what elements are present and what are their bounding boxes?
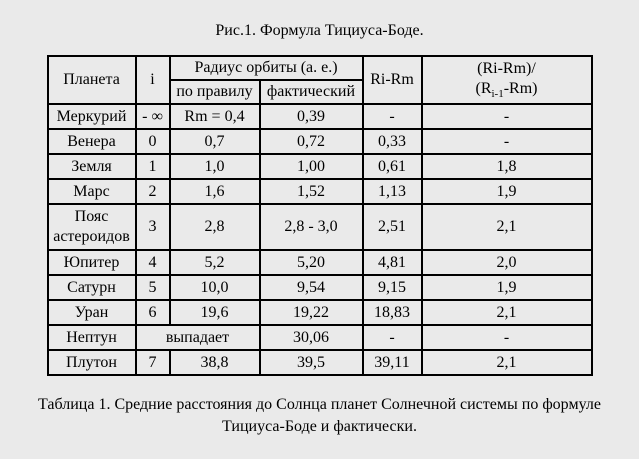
- cell-ratio: -: [420, 324, 593, 351]
- figure-title: Рис.1. Формула Тициуса-Боде.: [215, 22, 424, 39]
- cell-ratio: -: [420, 103, 593, 130]
- cell-radius-actual: 0,39: [258, 103, 364, 130]
- cell-radius-rule: 38,8: [168, 349, 261, 376]
- cell-radius-actual: 39,5: [258, 349, 364, 376]
- cell-planet: Пояс астероидов: [46, 203, 137, 251]
- cell-ratio: 2,1: [420, 299, 593, 326]
- cell-planet: Марс: [46, 178, 137, 205]
- col-header-ri-rm: Ri-Rm: [361, 55, 423, 105]
- cell-radius-actual: 1,52: [258, 178, 364, 205]
- col-header-i: i: [134, 55, 171, 105]
- ratio-subscript: i-1: [491, 87, 504, 100]
- cell-radius-actual: 2,8 - 3,0: [258, 203, 364, 251]
- cell-ratio: 1,9: [420, 274, 593, 301]
- cell-ratio: 2,1: [420, 203, 593, 251]
- cell-ri-rm: -: [361, 324, 423, 351]
- cell-radius-rule: 1,0: [168, 153, 261, 180]
- cell-i: 1: [134, 153, 171, 180]
- cell-planet: Меркурий: [46, 103, 137, 130]
- cell-i: 4: [134, 249, 171, 276]
- cell-ratio: -: [420, 128, 593, 155]
- ratio-line1: (Ri-Rm)/: [477, 59, 536, 77]
- cell-ri-rm: 0,33: [361, 128, 423, 155]
- table-row-pluto: Плутон 7 38,8 39,5 39,11 2,1: [46, 349, 593, 376]
- cell-dropout: выпадает: [134, 324, 261, 351]
- col-header-by-rule: по правилу: [168, 79, 261, 105]
- cell-radius-rule: 1,6: [168, 178, 261, 205]
- cell-radius-rule: 0,7: [168, 128, 261, 155]
- table-row-uranus: Уран 6 19,6 19,22 18,83 2,1: [46, 299, 593, 326]
- cell-radius-actual: 0,72: [258, 128, 364, 155]
- table-row-neptune: Нептун выпадает 30,06 - -: [46, 324, 593, 351]
- header-row-2: по правилу фактический: [48, 79, 592, 105]
- cell-planet: Сатурн: [46, 274, 137, 301]
- table-caption: Таблица 1. Средние расстояния до Солнца …: [38, 396, 601, 435]
- cell-planet: Земля: [46, 153, 137, 180]
- cell-radius-rule: 2,8: [168, 203, 261, 251]
- cell-radius-actual: 19,22: [258, 299, 364, 326]
- cell-radius-actual: 5,20: [258, 249, 364, 276]
- cell-radius-rule: Rm = 0,4: [168, 103, 261, 130]
- cell-ri-rm: -: [361, 103, 423, 130]
- cell-i: 0: [134, 128, 171, 155]
- cell-radius-actual: 30,06: [258, 324, 364, 351]
- cell-i: 2: [134, 178, 171, 205]
- cell-ri-rm: 9,15: [361, 274, 423, 301]
- cell-ri-rm: 1,13: [361, 178, 423, 205]
- cell-i: 3: [134, 203, 171, 251]
- cell-planet: Юпитер: [46, 249, 137, 276]
- table-row-mercury: Меркурий - ∞ Rm = 0,4 0,39 - -: [46, 103, 593, 130]
- ratio-line2-pre: (R: [475, 79, 492, 97]
- cell-ri-rm: 39,11: [361, 349, 423, 376]
- table-row-earth: Земля 1 1,0 1,00 0,61 1,8: [46, 153, 593, 180]
- ratio-line2-post: -Rm): [503, 79, 538, 97]
- cell-ri-rm: 18,83: [361, 299, 423, 326]
- col-header-planet: Планета: [46, 55, 137, 105]
- cell-planet: Венера: [46, 128, 137, 155]
- cell-radius-rule: 10,0: [168, 274, 261, 301]
- cell-ratio: 2,0: [420, 249, 593, 276]
- cell-ri-rm: 4,81: [361, 249, 423, 276]
- cell-planet: Уран: [46, 299, 137, 326]
- cell-radius-actual: 1,00: [258, 153, 364, 180]
- col-header-actual: фактический: [258, 79, 364, 105]
- table-row-venus: Венера 0 0,7 0,72 0,33 -: [46, 128, 593, 155]
- cell-ratio: 2,1: [420, 349, 593, 376]
- titius-bode-table: Планета i Радиус орбиты (а. е.) Ri-Rm (R…: [46, 55, 593, 376]
- cell-ratio: 1,9: [420, 178, 593, 205]
- cell-i: 5: [134, 274, 171, 301]
- table-row-asteroid-belt: Пояс астероидов 3 2,8 2,8 - 3,0 2,51 2,1: [46, 203, 593, 251]
- cell-planet: Плутон: [46, 349, 137, 376]
- table-row-jupiter: Юпитер 4 5,2 5,20 4,81 2,0: [46, 249, 593, 276]
- table-row-saturn: Сатурн 5 10,0 9,54 9,15 1,9: [46, 274, 593, 301]
- cell-ratio: 1,8: [420, 153, 593, 180]
- cell-i: - ∞: [134, 103, 171, 130]
- cell-planet: Нептун: [46, 324, 137, 351]
- cell-radius-actual: 9,54: [258, 274, 364, 301]
- cell-ri-rm: 0,61: [361, 153, 423, 180]
- col-header-ratio: (Ri-Rm)/ (Ri-1-Rm): [420, 55, 593, 105]
- col-header-radius-group: Радиус орбиты (а. е.): [168, 55, 364, 81]
- cell-i: 7: [134, 349, 171, 376]
- cell-i: 6: [134, 299, 171, 326]
- header-row-1: Планета i Радиус орбиты (а. е.) Ri-Rm (R…: [46, 55, 593, 105]
- table-row-mars: Марс 2 1,6 1,52 1,13 1,9: [46, 178, 593, 205]
- cell-radius-rule: 19,6: [168, 299, 261, 326]
- cell-ri-rm: 2,51: [361, 203, 423, 251]
- cell-radius-rule: 5,2: [168, 249, 261, 276]
